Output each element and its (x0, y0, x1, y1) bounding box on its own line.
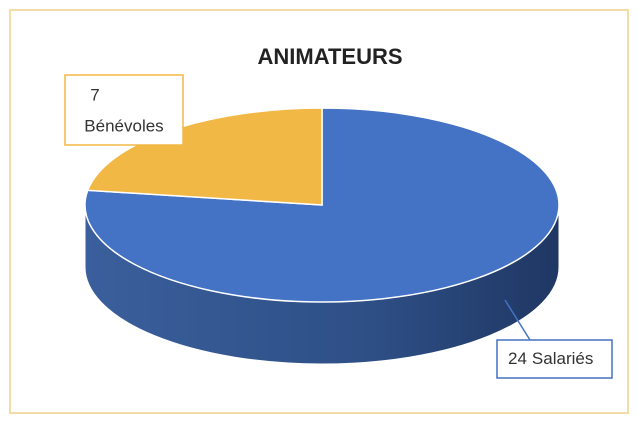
leader-line (504, 299, 531, 341)
data-label: 7 (90, 85, 99, 104)
category-label: Salariés (532, 349, 593, 368)
leader-line (139, 144, 166, 166)
label-box (496, 339, 613, 379)
category-label: Bénévoles (84, 116, 163, 135)
chart-title: ANIMATEURS (257, 44, 402, 69)
data-label-group: 24 Salariés (508, 349, 593, 368)
pie (84, 107, 560, 365)
label-box (64, 74, 184, 146)
data-label: 24 (508, 349, 527, 368)
